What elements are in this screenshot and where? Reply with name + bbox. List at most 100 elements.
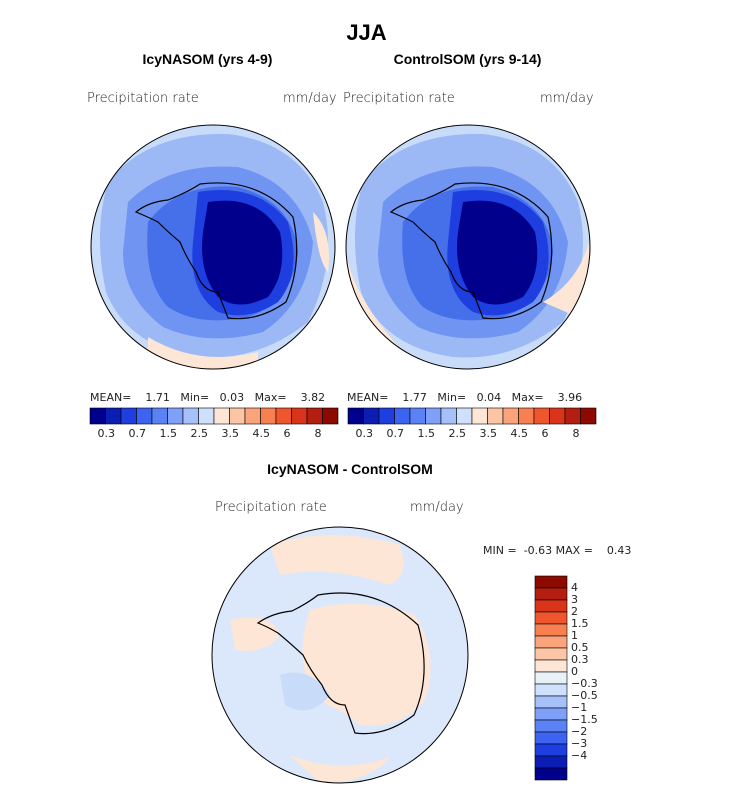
- colorbar-tick-label: 1: [571, 629, 578, 642]
- colorbar-swatch: [534, 647, 568, 661]
- colorbar-swatch: [534, 695, 568, 709]
- colorbar-tick-label: 4.5: [252, 427, 271, 440]
- colorbar-swatch: [564, 407, 581, 425]
- colorbar-swatch: [409, 407, 426, 425]
- diff-min-value: -0.63: [523, 544, 553, 557]
- panel-title-right: ControlSOM (yrs 9-14): [393, 51, 542, 67]
- colorbar-swatch: [549, 407, 566, 425]
- mean-value: 1.77: [402, 391, 427, 404]
- colorbar-swatch: [534, 635, 568, 649]
- diff-max-value: 0.43: [606, 544, 632, 557]
- colorbar-swatch: [534, 575, 568, 589]
- colorbar-swatch: [456, 407, 473, 425]
- colorbar-swatch: [229, 407, 246, 425]
- colorbar-tick-label: −2: [571, 725, 588, 738]
- diff-units-label: mm/day: [410, 500, 464, 515]
- colorbar-tick-label: 0: [571, 665, 578, 678]
- colorbar-tick-label: 2: [571, 605, 578, 618]
- diff-min-label: MIN =: [483, 544, 517, 557]
- diff-title: IcyNASOM - ControlSOM: [267, 461, 433, 477]
- colorbar-swatch: [182, 407, 199, 425]
- colorbar-swatch: [394, 407, 411, 425]
- max-value: 3.82: [300, 391, 326, 404]
- colorbar-swatch: [502, 407, 519, 425]
- colorbar-tick-label: 4: [571, 581, 578, 594]
- colorbar-swatch: [167, 407, 184, 425]
- colorbar-swatch: [151, 407, 168, 425]
- colorbar-swatch: [534, 587, 568, 601]
- units-label-left: mm/day: [283, 91, 337, 106]
- colorbar-right-ticks: 0.3 0.7 1.5 2.5 3.5 4.5 6 8: [348, 427, 596, 441]
- colorbar-swatch: [260, 407, 277, 425]
- colorbar-swatch: [534, 623, 568, 637]
- colorbar-swatch: [306, 407, 323, 425]
- max-value: 3.96: [557, 391, 583, 404]
- colorbar-tick-label: −1.5: [571, 713, 598, 726]
- colorbar-swatch: [534, 719, 568, 733]
- colorbar-tick-label: 4.5: [510, 427, 529, 440]
- colorbar-tick-label: 1.5: [571, 617, 589, 630]
- colorbar-swatch: [347, 407, 364, 425]
- colorbar-tick-label: 6: [283, 427, 291, 440]
- colorbar-swatch: [518, 407, 535, 425]
- colorbar-swatch: [198, 407, 215, 425]
- map-right: [345, 124, 591, 370]
- colorbar-swatch: [120, 407, 137, 425]
- colorbar-tick-label: −0.5: [571, 689, 598, 702]
- colorbar-tick-label: 1.5: [417, 427, 436, 440]
- colorbar-swatch: [136, 407, 153, 425]
- colorbar-left-ticks: 0.3 0.7 1.5 2.5 3.5 4.5 6 8: [90, 427, 338, 441]
- colorbar-swatch: [471, 407, 488, 425]
- colorbar-right: [347, 407, 597, 425]
- diff-max-label: MAX =: [555, 544, 593, 557]
- colorbar-swatch: [580, 407, 597, 425]
- colorbar-swatch: [534, 683, 568, 697]
- panel-title-left: IcyNASOM (yrs 4-9): [142, 51, 273, 67]
- colorbar-tick-label: 0.7: [128, 427, 147, 440]
- min-value: 0.03: [219, 391, 245, 404]
- colorbar-swatch: [322, 407, 339, 425]
- colorbar-tick-label: 0.3: [97, 427, 116, 440]
- map-left: [90, 124, 336, 370]
- figure-title: JJA: [346, 20, 387, 45]
- colorbar-swatch: [291, 407, 308, 425]
- colorbar-tick-label: 3.5: [479, 427, 498, 440]
- diff-minmax: MIN = -0.63 MAX = 0.43: [483, 544, 631, 557]
- min-label: Min=: [437, 391, 467, 404]
- colorbar-swatch: [534, 743, 568, 757]
- colorbar-tick-label: 0.3: [355, 427, 374, 440]
- colorbar-swatch: [534, 611, 568, 625]
- colorbar-tick-label: −4: [571, 749, 588, 762]
- stats-right: MEAN= 1.77 Min= 0.04 Max= 3.96: [347, 391, 582, 404]
- colorbar-tick-label: 8: [572, 427, 580, 440]
- colorbar-swatch: [378, 407, 395, 425]
- variable-label-right: Precipitation rate: [343, 91, 455, 106]
- colorbar-swatch: [440, 407, 457, 425]
- colorbar-swatch: [105, 407, 122, 425]
- min-value: 0.04: [476, 391, 502, 404]
- colorbar-left: [89, 407, 339, 425]
- colorbar-tick-label: 3.5: [221, 427, 240, 440]
- colorbar-swatch: [244, 407, 261, 425]
- colorbar-swatch: [534, 707, 568, 721]
- colorbar-vertical: [534, 575, 568, 781]
- colorbar-swatch: [487, 407, 504, 425]
- units-label-right: mm/day: [540, 91, 594, 106]
- diff-variable-label: Precipitation rate: [215, 500, 327, 515]
- stats-left: MEAN= 1.71 Min= 0.03 Max= 3.82: [90, 391, 325, 404]
- colorbar-tick-label: 0.7: [386, 427, 405, 440]
- colorbar-swatch: [534, 767, 568, 781]
- colorbar-swatch: [363, 407, 380, 425]
- colorbar-swatch: [275, 407, 292, 425]
- colorbar-tick-label: −0.3: [571, 677, 598, 690]
- colorbar-tick-label: 1.5: [159, 427, 178, 440]
- variable-label-left: Precipitation rate: [87, 91, 199, 106]
- colorbar-tick-label: 2.5: [190, 427, 209, 440]
- colorbar-swatch: [534, 599, 568, 613]
- colorbar-swatch: [89, 407, 106, 425]
- colorbar-tick-label: 2.5: [448, 427, 467, 440]
- colorbar-tick-label: 0.3: [571, 653, 589, 666]
- map-difference: [211, 526, 469, 784]
- mean-label: MEAN=: [90, 391, 132, 404]
- colorbar-swatch: [534, 731, 568, 745]
